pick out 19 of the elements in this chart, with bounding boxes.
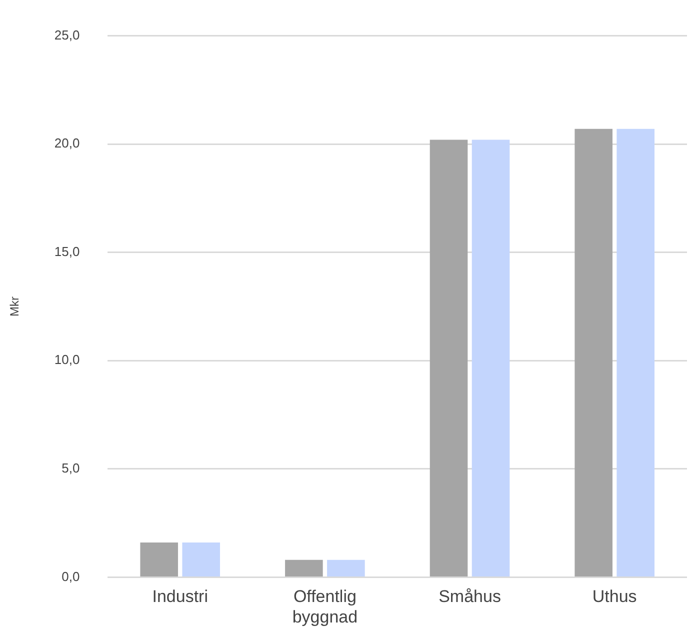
bar (140, 542, 178, 576)
x-tick-label: Uthus (592, 587, 637, 606)
bar (182, 542, 220, 576)
bar (574, 128, 612, 576)
y-axis-title: Mkr (8, 296, 22, 316)
bar (430, 140, 468, 576)
y-tick-label: 5,0 (62, 460, 80, 476)
y-tick-label: 25,0 (54, 27, 80, 42)
bar (472, 140, 510, 576)
y-tick-label: 20,0 (54, 136, 80, 151)
x-tick-label: Småhus (438, 587, 501, 606)
y-tick-label: 10,0 (54, 352, 80, 368)
bar (616, 128, 654, 576)
y-tick-label: 15,0 (54, 244, 80, 259)
x-tick-label: Offentlig byggnad (292, 587, 358, 626)
x-tick-label: Industri (152, 587, 208, 606)
y-tick-label: 0,0 (62, 568, 80, 584)
bar (285, 560, 323, 576)
bar (327, 560, 365, 576)
